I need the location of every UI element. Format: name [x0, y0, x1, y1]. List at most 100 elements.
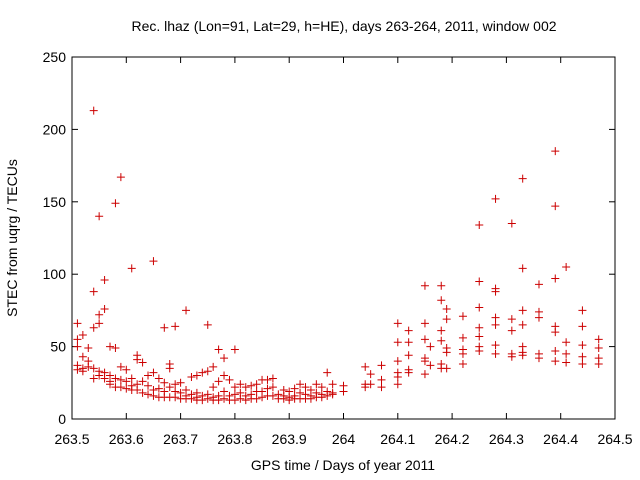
data-point [144, 390, 153, 399]
data-point [187, 394, 196, 403]
data-point [144, 381, 153, 390]
data-point [144, 371, 153, 380]
data-point [187, 373, 196, 382]
data-point [361, 383, 370, 392]
data-point [518, 264, 527, 273]
data-point [89, 106, 98, 115]
data-point [491, 287, 500, 296]
x-tick-label: 264.2 [435, 431, 470, 447]
data-point [279, 394, 288, 403]
data-point [328, 380, 337, 389]
data-point [84, 362, 93, 371]
y-tick-label: 0 [58, 411, 66, 427]
data-point [377, 361, 386, 370]
data-point [361, 362, 370, 371]
data-point [268, 383, 277, 392]
data-point [100, 374, 109, 383]
y-tick-label: 50 [50, 339, 66, 355]
data-point [507, 326, 516, 335]
data-point [518, 351, 527, 360]
data-point [437, 296, 446, 305]
data-point [138, 388, 147, 397]
data-point [518, 320, 527, 329]
data-point [133, 355, 142, 364]
data-point [534, 280, 543, 289]
data-point [578, 341, 587, 350]
data-point [377, 383, 386, 392]
data-point [100, 275, 109, 284]
data-point [366, 380, 375, 389]
data-point [442, 304, 451, 313]
data-point [404, 338, 413, 347]
data-point [154, 374, 163, 383]
data-point [507, 315, 516, 324]
data-point [594, 335, 603, 344]
data-point [73, 342, 82, 351]
data-point [230, 396, 239, 405]
data-point [111, 374, 120, 383]
data-point [220, 371, 229, 380]
x-tick-label: 264.4 [543, 431, 578, 447]
plot-frame [71, 56, 616, 420]
data-point [78, 331, 87, 340]
data-point [420, 281, 429, 290]
data-point [578, 352, 587, 361]
data-point [252, 394, 261, 403]
data-point [127, 374, 136, 383]
data-point [404, 351, 413, 360]
data-point [263, 375, 272, 384]
data-point [122, 377, 131, 386]
data-point [458, 359, 467, 368]
data-point [203, 367, 212, 376]
x-tick-label: 263.9 [272, 431, 307, 447]
data-point [578, 322, 587, 331]
data-point [138, 377, 147, 386]
x-tick-label: 264.3 [489, 431, 524, 447]
data-point [323, 368, 332, 377]
data-point [214, 345, 223, 354]
data-point [268, 374, 277, 383]
x-tick-label: 264 [332, 431, 356, 447]
data-point [562, 349, 571, 358]
data-point [426, 361, 435, 370]
data-point [165, 383, 174, 392]
data-point [192, 371, 201, 380]
data-point [404, 326, 413, 335]
data-point [578, 306, 587, 315]
data-point [393, 373, 402, 382]
data-point [214, 396, 223, 405]
data-point [220, 354, 229, 363]
data-point [263, 384, 272, 393]
data-point [420, 335, 429, 344]
data-point [301, 383, 310, 392]
data-point [78, 367, 87, 376]
data-point [84, 344, 93, 353]
data-point [149, 391, 158, 400]
data-point [507, 352, 516, 361]
data-point [491, 194, 500, 203]
data-point [475, 303, 484, 312]
data-point [176, 378, 185, 387]
data-point [491, 313, 500, 322]
data-point [138, 358, 147, 367]
data-point [171, 380, 180, 389]
data-point [475, 332, 484, 341]
data-point [285, 396, 294, 405]
data-point [317, 393, 326, 402]
data-point [404, 368, 413, 377]
data-point [328, 390, 337, 399]
data-point [551, 274, 560, 283]
x-tick-label: 263.5 [54, 431, 89, 447]
data-point [393, 357, 402, 366]
data-point [475, 220, 484, 229]
data-point [95, 319, 104, 328]
data-point [562, 262, 571, 271]
data-point [127, 264, 136, 273]
data-point [437, 281, 446, 290]
y-tick-label: 150 [43, 194, 67, 210]
data-point [551, 328, 560, 337]
data-point [73, 319, 82, 328]
data-point [475, 277, 484, 286]
data-point [198, 368, 207, 377]
